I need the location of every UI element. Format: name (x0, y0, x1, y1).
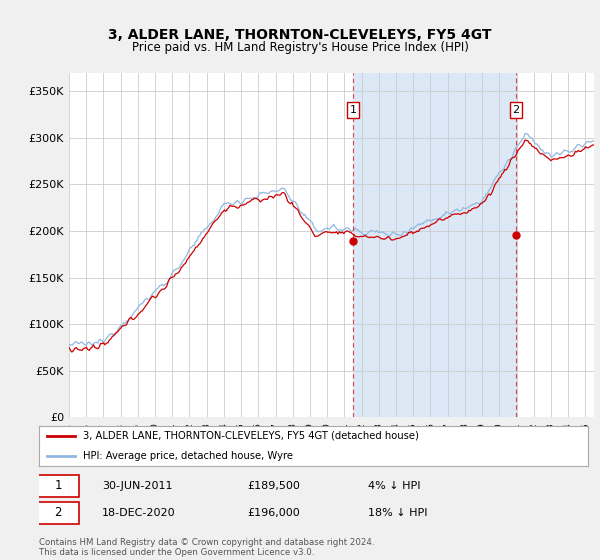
Text: 4% ↓ HPI: 4% ↓ HPI (368, 480, 421, 491)
Text: 3, ALDER LANE, THORNTON-CLEVELEYS, FY5 4GT (detached house): 3, ALDER LANE, THORNTON-CLEVELEYS, FY5 4… (83, 431, 419, 441)
FancyBboxPatch shape (38, 502, 79, 524)
Text: Price paid vs. HM Land Registry's House Price Index (HPI): Price paid vs. HM Land Registry's House … (131, 40, 469, 54)
Text: 18% ↓ HPI: 18% ↓ HPI (368, 508, 428, 518)
Text: 2: 2 (55, 506, 62, 519)
Text: £196,000: £196,000 (248, 508, 301, 518)
Text: HPI: Average price, detached house, Wyre: HPI: Average price, detached house, Wyre (83, 451, 293, 461)
Text: 2: 2 (512, 105, 520, 115)
Text: Contains HM Land Registry data © Crown copyright and database right 2024.
This d: Contains HM Land Registry data © Crown c… (39, 538, 374, 557)
Text: 3, ALDER LANE, THORNTON-CLEVELEYS, FY5 4GT: 3, ALDER LANE, THORNTON-CLEVELEYS, FY5 4… (108, 28, 492, 42)
Text: 30-JUN-2011: 30-JUN-2011 (102, 480, 173, 491)
Text: £189,500: £189,500 (248, 480, 301, 491)
Bar (353, 73, 516, 417)
Text: 1: 1 (350, 105, 356, 115)
Text: 1: 1 (55, 479, 62, 492)
Text: 18-DEC-2020: 18-DEC-2020 (102, 508, 176, 518)
FancyBboxPatch shape (38, 474, 79, 497)
